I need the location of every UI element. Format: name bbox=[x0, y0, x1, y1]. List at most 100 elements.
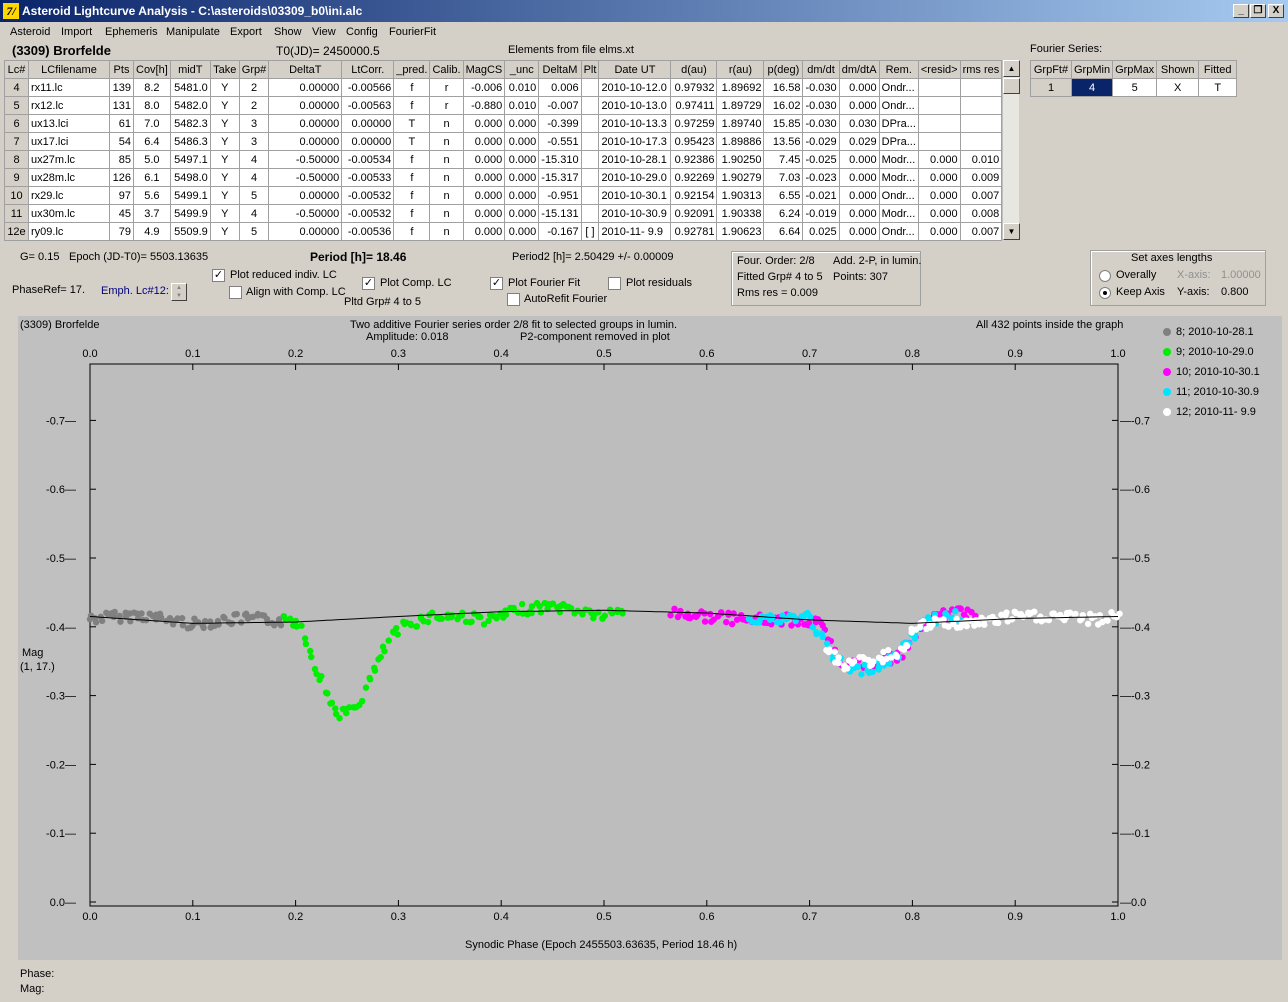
lc-cell[interactable]: 4 bbox=[238, 168, 270, 187]
lc-col-header[interactable]: r(au) bbox=[716, 60, 765, 79]
lc-cell[interactable]: 2010-10-28.1 bbox=[598, 150, 672, 169]
lc-cell[interactable]: Y bbox=[209, 222, 240, 241]
lc-col-header[interactable]: _pred. bbox=[393, 60, 431, 79]
autorefit-checkbox[interactable] bbox=[507, 293, 520, 306]
maximize-button[interactable]: ❐ bbox=[1250, 4, 1266, 18]
lc-cell[interactable]: 6.4 bbox=[133, 132, 171, 151]
lc-col-header[interactable]: LCfilename bbox=[28, 60, 110, 79]
lc-cell[interactable]: 7.0 bbox=[133, 114, 171, 133]
lc-cell[interactable]: Y bbox=[209, 204, 240, 223]
lc-cell[interactable]: 15.85 bbox=[763, 114, 804, 133]
lc-cell[interactable]: 2010-10-17.3 bbox=[598, 132, 672, 151]
lc-cell[interactable]: 5482.0 bbox=[169, 96, 211, 115]
lc-col-header[interactable]: midT bbox=[169, 60, 211, 79]
lc-col-header[interactable]: _unc bbox=[504, 60, 540, 79]
lc-cell[interactable]: 5498.0 bbox=[169, 168, 211, 187]
lc-cell[interactable]: 131 bbox=[109, 96, 134, 115]
lc-cell[interactable]: 0.000 bbox=[504, 222, 540, 241]
lc-cell[interactable]: DPra... bbox=[878, 114, 919, 133]
lc-cell[interactable]: 1.90279 bbox=[716, 168, 765, 187]
lc-col-header[interactable]: Plt bbox=[580, 60, 600, 79]
lc-cell[interactable]: -0.00566 bbox=[341, 78, 395, 97]
lc-cell[interactable]: -0.50000 bbox=[268, 168, 343, 187]
lc-cell[interactable]: 0.000 bbox=[504, 132, 540, 151]
lc-cell[interactable]: 1.89886 bbox=[716, 132, 765, 151]
lc-cell[interactable]: 0.00000 bbox=[341, 114, 395, 133]
lc-cell[interactable]: rx29.lc bbox=[28, 186, 110, 205]
menu-show[interactable]: Show bbox=[274, 26, 302, 38]
lc-cell[interactable]: 2010-10-13.3 bbox=[598, 114, 672, 133]
lc-cell[interactable]: 0.000 bbox=[504, 114, 540, 133]
lc-cell[interactable]: 13.56 bbox=[763, 132, 804, 151]
lc-cell[interactable]: 2010-10-13.0 bbox=[598, 96, 672, 115]
plot-reduced-checkbox[interactable]: ✓ bbox=[212, 269, 225, 282]
lc-cell[interactable]: 2010-10-12.0 bbox=[598, 78, 672, 97]
lc-col-header[interactable]: Rem. bbox=[878, 60, 919, 79]
lc-cell[interactable]: 4 bbox=[238, 150, 270, 169]
lc-cell[interactable]: 0.95423 bbox=[670, 132, 718, 151]
lc-cell[interactable]: Modr... bbox=[878, 168, 919, 187]
lc-cell[interactable]: 0.000 bbox=[462, 132, 506, 151]
lc-cell[interactable]: r bbox=[429, 78, 464, 97]
lc-cell[interactable]: n bbox=[429, 168, 464, 187]
lc-cell[interactable]: 0.000 bbox=[838, 222, 880, 241]
lc-cell[interactable]: -0.030 bbox=[802, 78, 840, 97]
lc-table-row[interactable]: 8 ux27m.lc 85 5.0 5497.1 Y 4 -0.50000 -0.00534 f n… bbox=[4, 150, 1003, 169]
lc-cell[interactable]: 0.000 bbox=[462, 204, 506, 223]
lc-col-header[interactable]: Lc# bbox=[4, 60, 29, 79]
align-comp-checkbox[interactable] bbox=[229, 286, 242, 299]
lc-cell[interactable]: 1.90250 bbox=[716, 150, 765, 169]
lc-cell[interactable]: 0.000 bbox=[462, 222, 506, 241]
lc-cell[interactable]: rx11.lc bbox=[28, 78, 110, 97]
lc-col-header[interactable]: Pts bbox=[109, 60, 134, 79]
lc-cell[interactable]: 0.92091 bbox=[670, 204, 718, 223]
lc-cell[interactable]: ux17.lci bbox=[28, 132, 110, 151]
lc-cell[interactable]: Ondr... bbox=[878, 222, 919, 241]
lc-cell[interactable]: 3 bbox=[238, 114, 270, 133]
lc-cell[interactable]: n bbox=[429, 204, 464, 223]
spin-down-icon[interactable]: ▼ bbox=[176, 293, 182, 299]
lc-cell[interactable]: 0.000 bbox=[462, 168, 506, 187]
lc-cell[interactable]: Y bbox=[209, 150, 240, 169]
lc-cell[interactable]: Y bbox=[209, 114, 240, 133]
lc-cell[interactable]: n bbox=[429, 186, 464, 205]
lc-cell[interactable] bbox=[580, 186, 600, 205]
lc-cell[interactable]: n bbox=[429, 150, 464, 169]
lc-cell[interactable]: -0.951 bbox=[538, 186, 582, 205]
lc-cell[interactable] bbox=[580, 150, 600, 169]
lc-cell[interactable]: 0.000 bbox=[462, 114, 506, 133]
lc-cell[interactable]: 45 bbox=[109, 204, 134, 223]
lc-cell[interactable]: 0.000 bbox=[838, 78, 880, 97]
lc-col-header[interactable]: p(deg) bbox=[763, 60, 804, 79]
lc-cell[interactable]: 2010-10-30.1 bbox=[598, 186, 672, 205]
lc-cell[interactable]: rx12.lc bbox=[28, 96, 110, 115]
lc-cell[interactable]: [ ] bbox=[580, 222, 600, 241]
menu-view[interactable]: View bbox=[312, 26, 336, 38]
lc-table-row[interactable]: 9 ux28m.lc 126 6.1 5498.0 Y 4 -0.50000 -0.00533 f… bbox=[4, 168, 1003, 187]
lc-cell[interactable]: ux28m.lc bbox=[28, 168, 110, 187]
lc-cell[interactable]: -0.167 bbox=[538, 222, 582, 241]
lc-table-row[interactable]: 12e ry09.lc 79 4.9 5509.9 Y 5 0.00000 -0.00536 f n… bbox=[4, 222, 1003, 241]
lc-cell[interactable]: 1.89740 bbox=[716, 114, 765, 133]
lc-cell[interactable]: 0.010 bbox=[504, 96, 540, 115]
menu-ephemeris[interactable]: Ephemeris bbox=[105, 26, 158, 38]
lc-col-header[interactable]: d(au) bbox=[670, 60, 718, 79]
lc-cell[interactable]: 0.010 bbox=[504, 78, 540, 97]
keep-axis-radio[interactable] bbox=[1099, 287, 1111, 299]
scroll-thumb[interactable] bbox=[1003, 78, 1020, 94]
lc-cell[interactable]: 0.000 bbox=[838, 150, 880, 169]
fourier-cell-grpmax[interactable]: 5 bbox=[1112, 78, 1158, 97]
lc-col-header[interactable]: MagCS bbox=[462, 60, 506, 79]
lc-cell[interactable] bbox=[959, 114, 1003, 133]
lc-cell[interactable]: DPra... bbox=[878, 132, 919, 151]
lc-row-header[interactable]: 5 bbox=[4, 96, 29, 115]
lc-cell[interactable]: 5509.9 bbox=[169, 222, 211, 241]
lc-cell[interactable]: -0.025 bbox=[802, 150, 840, 169]
lc-cell[interactable]: -0.007 bbox=[538, 96, 582, 115]
lc-cell[interactable]: 0.92154 bbox=[670, 186, 718, 205]
lc-cell[interactable]: Y bbox=[209, 78, 240, 97]
lc-cell[interactable] bbox=[580, 204, 600, 223]
spin-up-icon[interactable]: ▲ bbox=[176, 285, 182, 291]
lc-cell[interactable]: -0.030 bbox=[802, 114, 840, 133]
